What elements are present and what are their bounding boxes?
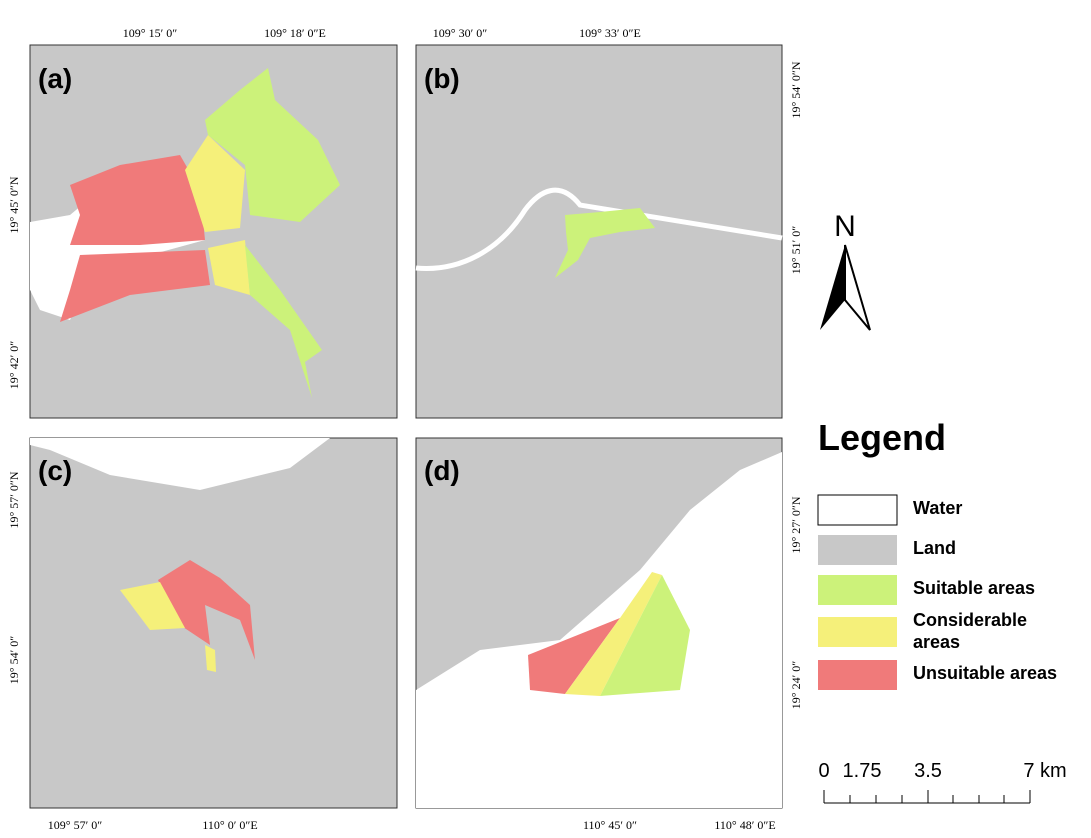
panel-b-map bbox=[415, 44, 783, 419]
coordinate-label: 19° 51′ 0″ bbox=[789, 226, 803, 274]
coordinate-label: 110° 0′ 0″E bbox=[202, 818, 257, 832]
panel-label: (a) bbox=[38, 63, 72, 94]
legend-label: Considerable areas bbox=[913, 610, 1028, 652]
coordinate-label: 110° 45′ 0″ bbox=[583, 818, 637, 832]
north-label: N bbox=[834, 210, 856, 243]
coordinate-label: 19° 54′ 0″N bbox=[789, 61, 803, 118]
scale-label: 0 bbox=[818, 760, 829, 782]
legend-title: Legend bbox=[818, 417, 946, 458]
legend-swatch bbox=[818, 575, 897, 605]
coordinate-label: 19° 42′ 0″ bbox=[7, 341, 21, 389]
coordinate-label: 109° 33′ 0″E bbox=[579, 26, 641, 40]
north-arrow bbox=[820, 244, 871, 331]
coordinate-label: 19° 24′ 0″ bbox=[789, 661, 803, 709]
scale-label: 7 km bbox=[1023, 760, 1066, 782]
legend-swatch bbox=[818, 535, 897, 565]
panel-d-map bbox=[415, 437, 783, 809]
legend-swatch bbox=[818, 617, 897, 647]
panel-c-map bbox=[29, 437, 398, 809]
legend-label: Water bbox=[913, 498, 963, 518]
scale-label: 1.75 bbox=[843, 760, 882, 782]
coordinate-label: 110° 48′ 0″E bbox=[714, 818, 775, 832]
coordinate-label: 109° 30′ 0″ bbox=[433, 26, 487, 40]
panel-a-map bbox=[29, 44, 398, 419]
legend-label: Land bbox=[913, 538, 956, 558]
coordinate-label: 19° 27′ 0″N bbox=[789, 496, 803, 553]
coordinate-label: 109° 18′ 0″E bbox=[264, 26, 326, 40]
legend-label: Unsuitable areas bbox=[913, 663, 1058, 683]
coordinate-label: 19° 45′ 0″N bbox=[7, 176, 21, 233]
scale-bar bbox=[823, 790, 1031, 804]
panel-label: (d) bbox=[424, 455, 460, 486]
scale-label: 3.5 bbox=[914, 760, 942, 782]
legend-swatch bbox=[817, 494, 898, 526]
coordinate-label: 19° 54′ 0″ bbox=[7, 636, 21, 684]
coordinate-label: 109° 57′ 0″ bbox=[48, 818, 102, 832]
coordinate-label: 109° 15′ 0″ bbox=[123, 26, 177, 40]
legend-label: Suitable areas bbox=[913, 578, 1036, 598]
coordinate-label: 19° 57′ 0″N bbox=[7, 471, 21, 528]
legend-swatch bbox=[818, 660, 897, 690]
panel-label: (c) bbox=[38, 455, 72, 486]
panel-label: (b) bbox=[424, 63, 460, 94]
